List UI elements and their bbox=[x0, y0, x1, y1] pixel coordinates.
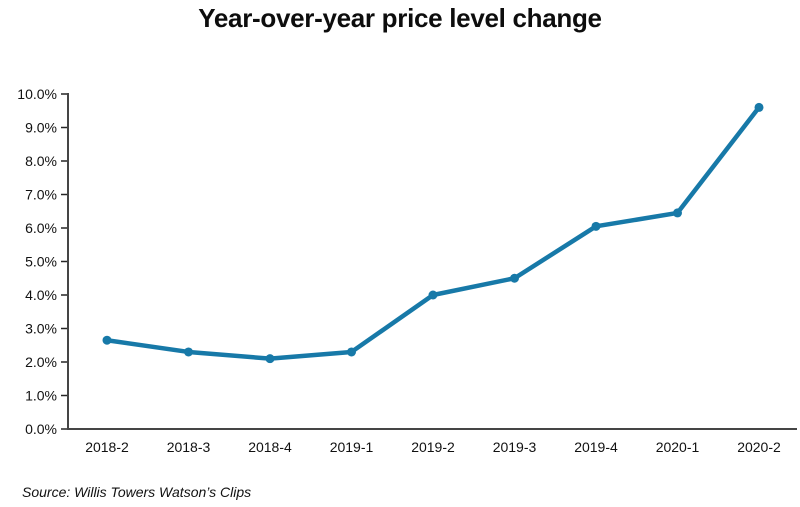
y-axis-tick-label: 1.0% bbox=[25, 388, 57, 404]
x-axis-tick-label: 2019-2 bbox=[411, 439, 455, 455]
data-point-marker bbox=[347, 347, 356, 357]
x-axis-tick-label: 2019-1 bbox=[330, 439, 374, 455]
x-axis-tick-label: 2020-1 bbox=[656, 439, 700, 455]
y-axis-tick-label: 10.0% bbox=[17, 86, 57, 102]
x-axis-tick-label: 2020-2 bbox=[737, 439, 781, 455]
source-note: Source: Willis Towers Watson’s Clips bbox=[22, 484, 252, 500]
x-axis-tick-label: 2018-2 bbox=[85, 439, 129, 455]
data-point-marker bbox=[673, 208, 682, 218]
data-point-marker bbox=[510, 273, 519, 283]
data-point-marker bbox=[428, 290, 438, 300]
y-axis-tick-label: 9.0% bbox=[25, 120, 57, 136]
y-axis-tick-label: 8.0% bbox=[25, 153, 57, 169]
y-axis-tick-label: 3.0% bbox=[25, 321, 57, 337]
y-axis-tick-label: 4.0% bbox=[25, 287, 57, 303]
y-axis-tick-label: 6.0% bbox=[25, 220, 57, 236]
y-axis-tick-label: 2.0% bbox=[25, 354, 57, 370]
y-axis-tick-label: 5.0% bbox=[25, 254, 57, 270]
y-axis-tick-label: 7.0% bbox=[25, 187, 57, 203]
x-axis-tick-label: 2019-3 bbox=[493, 439, 537, 455]
data-point-marker bbox=[184, 347, 193, 357]
data-point-marker bbox=[754, 102, 764, 112]
data-point-marker bbox=[102, 335, 112, 345]
x-axis-tick-label: 2019-4 bbox=[574, 439, 618, 455]
x-axis-tick-label: 2018-4 bbox=[248, 439, 292, 455]
data-point-marker bbox=[265, 354, 275, 364]
data-line-series bbox=[104, 105, 762, 361]
x-axis-tick-label: 2018-3 bbox=[167, 439, 211, 455]
y-axis-tick-label: 0.0% bbox=[25, 421, 57, 437]
chart-title: Year-over-year price level change bbox=[198, 3, 602, 33]
data-point-marker bbox=[591, 221, 601, 231]
